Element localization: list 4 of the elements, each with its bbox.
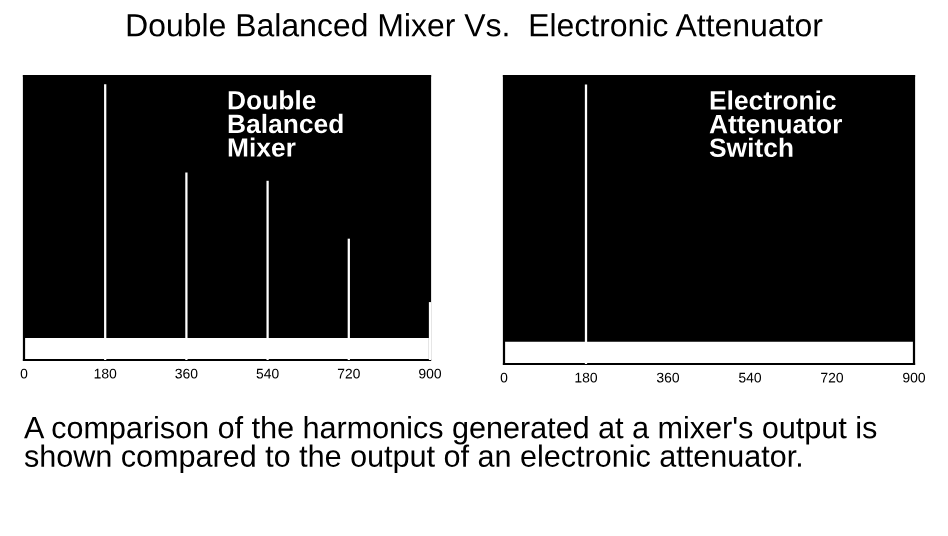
annotation: Electronic Attenuator Switch: [709, 90, 842, 158]
chart-title: Double Balanced Mixer Vs. Electronic Attenuator: [127, 13, 823, 37]
text: A comparison of the harmonics generated at a mixer's output is shown compared to the output of an electronic attenuator.: [24, 416, 877, 473]
annotation: Double Balanced Mixer: [228, 90, 343, 157]
